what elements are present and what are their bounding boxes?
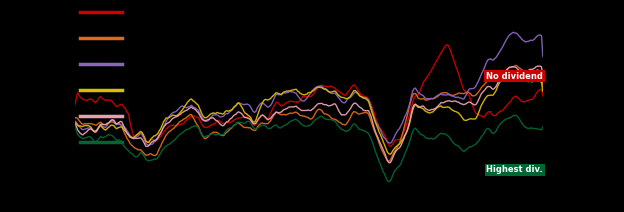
Text: No dividend: No dividend [486, 72, 543, 81]
Text: Highest div.: Highest div. [486, 165, 543, 174]
